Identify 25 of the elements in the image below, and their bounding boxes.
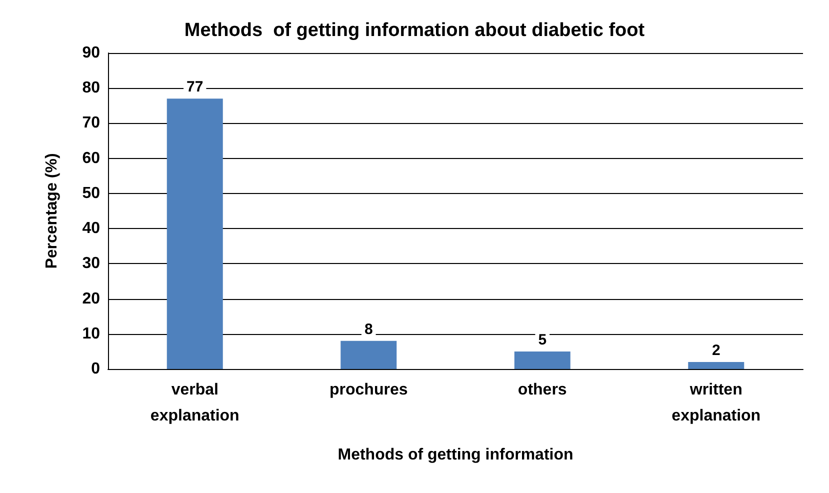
chart-title: Methods of getting information about diabetic foot xyxy=(184,20,646,41)
y-axis-title: Percentage (%) xyxy=(44,153,60,269)
x-tick-label: verbal explanation xyxy=(150,382,240,424)
y-tick-label: 70 xyxy=(82,114,100,132)
y-tick-label: 50 xyxy=(82,184,100,202)
y-tick-label: 60 xyxy=(82,150,100,167)
y-tick-label: 90 xyxy=(82,44,100,62)
bar xyxy=(166,98,223,369)
y-tick-label: 30 xyxy=(82,255,100,272)
y-tick-label: 10 xyxy=(82,325,100,342)
x-tick-label: others xyxy=(518,382,567,398)
bar xyxy=(340,340,397,369)
data-label: 8 xyxy=(364,320,373,338)
x-tick-label: prochures xyxy=(330,382,408,398)
y-tick-label: 20 xyxy=(82,290,100,308)
bar xyxy=(514,351,570,369)
x-axis-title: Methods of getting information xyxy=(338,446,574,464)
data-label: 77 xyxy=(186,78,204,96)
bar xyxy=(688,362,744,369)
y-tick-label: 80 xyxy=(82,80,100,97)
data-label: 2 xyxy=(712,342,720,359)
y-tick-label: 40 xyxy=(82,220,100,238)
x-tick-label: written explanation xyxy=(672,382,761,424)
data-label: 5 xyxy=(538,331,547,348)
y-tick-label: 0 xyxy=(91,360,100,378)
